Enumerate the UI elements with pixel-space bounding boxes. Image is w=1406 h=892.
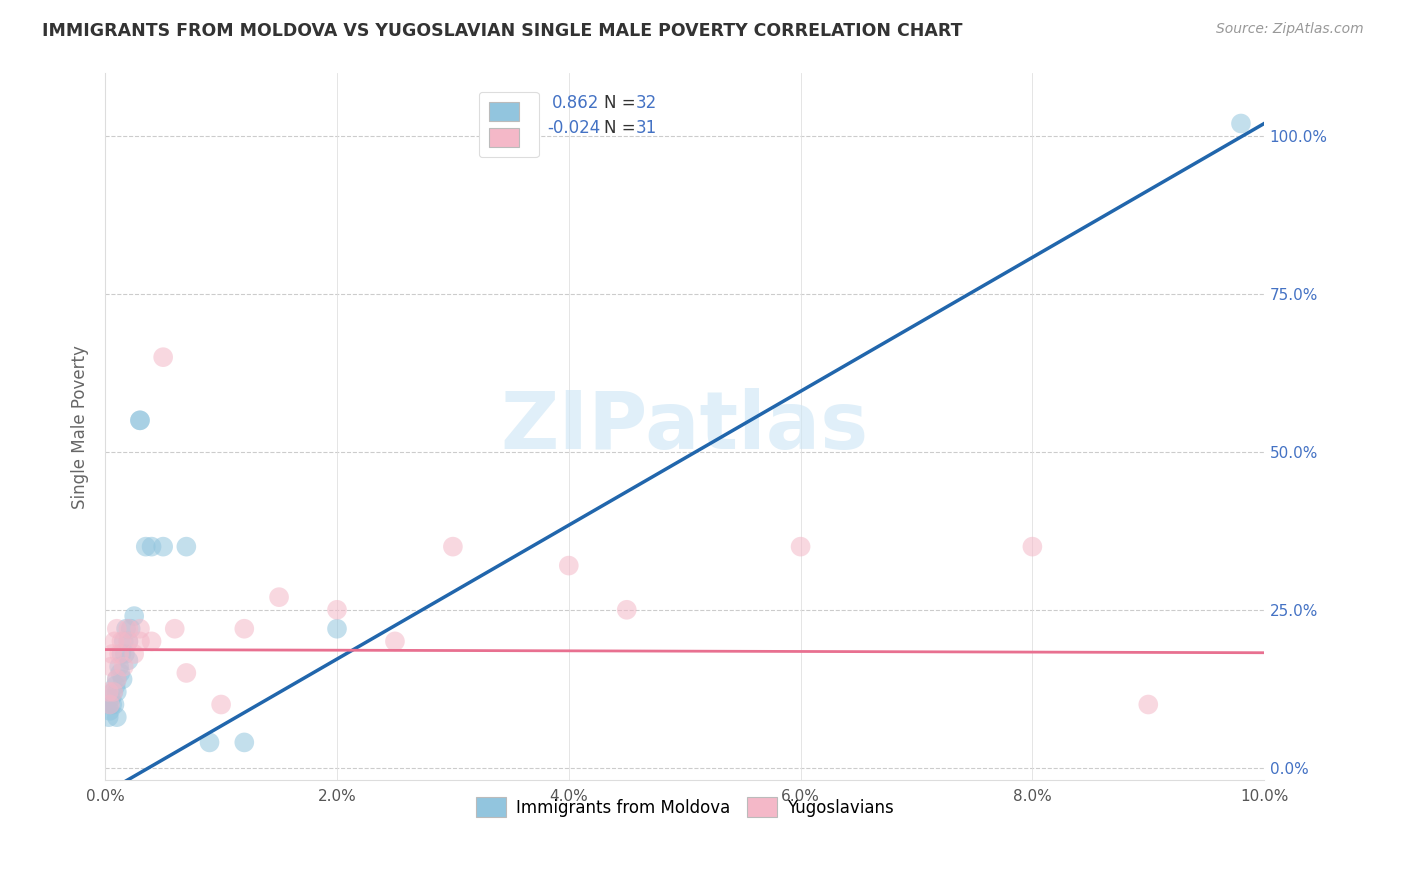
Point xyxy=(117,634,139,648)
Point xyxy=(122,609,145,624)
Legend: Immigrants from Moldova, Yugoslavians: Immigrants from Moldova, Yugoslavians xyxy=(468,789,901,825)
Text: 32: 32 xyxy=(636,94,657,112)
Point xyxy=(789,540,811,554)
Point xyxy=(105,672,128,686)
Point xyxy=(1230,116,1253,130)
Point xyxy=(129,634,152,648)
Text: -0.024: -0.024 xyxy=(547,120,600,137)
Point xyxy=(105,622,128,636)
Point xyxy=(101,647,124,661)
Point xyxy=(135,540,157,554)
Point xyxy=(117,634,139,648)
Point xyxy=(114,647,136,661)
Point xyxy=(1021,540,1043,554)
Point xyxy=(110,634,132,648)
Point xyxy=(129,413,152,427)
Point xyxy=(176,540,198,554)
Point xyxy=(105,685,128,699)
Point xyxy=(104,679,127,693)
Point xyxy=(1137,698,1160,712)
Point xyxy=(267,590,290,604)
Point xyxy=(108,647,131,661)
Point xyxy=(108,659,131,673)
Point xyxy=(122,647,145,661)
Point xyxy=(152,540,174,554)
Point xyxy=(152,350,174,364)
Point xyxy=(326,622,349,636)
Point xyxy=(176,665,198,680)
Point xyxy=(111,672,134,686)
Point xyxy=(100,659,122,673)
Point xyxy=(101,698,124,712)
Text: IMMIGRANTS FROM MOLDOVA VS YUGOSLAVIAN SINGLE MALE POVERTY CORRELATION CHART: IMMIGRANTS FROM MOLDOVA VS YUGOSLAVIAN S… xyxy=(42,22,963,40)
Text: N =: N = xyxy=(603,120,641,137)
Point xyxy=(129,622,152,636)
Point xyxy=(103,685,125,699)
Point xyxy=(100,691,122,706)
Point xyxy=(616,603,638,617)
Y-axis label: Single Male Poverty: Single Male Poverty xyxy=(72,344,89,508)
Point xyxy=(105,710,128,724)
Point xyxy=(112,634,135,648)
Text: ZIPatlas: ZIPatlas xyxy=(501,388,869,466)
Point xyxy=(141,634,163,648)
Point xyxy=(233,735,256,749)
Text: R =: R = xyxy=(505,120,541,137)
Point xyxy=(141,540,163,554)
Point xyxy=(97,698,120,712)
Text: 31: 31 xyxy=(636,120,657,137)
Text: R =: R = xyxy=(505,94,541,112)
Point xyxy=(98,704,121,718)
Point xyxy=(198,735,221,749)
Point xyxy=(97,710,120,724)
Point xyxy=(115,622,138,636)
Point xyxy=(326,603,349,617)
Point xyxy=(117,653,139,667)
Point xyxy=(103,634,125,648)
Text: N =: N = xyxy=(603,94,641,112)
Point xyxy=(209,698,232,712)
Point xyxy=(163,622,186,636)
Point xyxy=(97,685,120,699)
Point xyxy=(98,698,121,712)
Point xyxy=(384,634,406,648)
Point xyxy=(110,647,132,661)
Point xyxy=(129,413,152,427)
Point xyxy=(103,685,125,699)
Point xyxy=(558,558,581,573)
Point xyxy=(103,698,125,712)
Text: 0.862: 0.862 xyxy=(551,94,599,112)
Point xyxy=(441,540,464,554)
Point xyxy=(233,622,256,636)
Point xyxy=(117,622,139,636)
Point xyxy=(105,672,128,686)
Point xyxy=(112,659,135,673)
Text: Source: ZipAtlas.com: Source: ZipAtlas.com xyxy=(1216,22,1364,37)
Point xyxy=(110,665,132,680)
Point xyxy=(120,622,142,636)
